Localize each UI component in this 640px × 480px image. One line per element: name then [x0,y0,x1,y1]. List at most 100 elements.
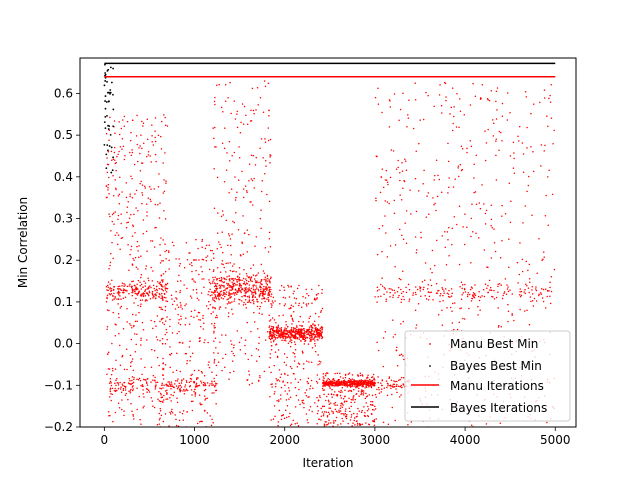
manu-best-min-point [311,410,313,413]
manu-best-min-point [212,252,215,255]
manu-best-min-point [305,303,308,305]
manu-best-min-point [450,106,453,109]
manu-best-min-point [380,391,382,393]
manu-best-min-point [252,284,254,286]
manu-best-min-point [126,211,128,214]
manu-best-min-point [352,396,354,398]
manu-best-min-point [215,314,218,317]
manu-best-min-point [275,326,278,328]
manu-best-min-point [360,380,363,383]
manu-best-min-point [229,295,231,297]
manu-best-min-point [192,289,195,291]
manu-best-min-point [319,363,321,365]
manu-best-min-point [365,384,367,386]
manu-best-min-point [284,327,286,329]
manu-best-min-point [225,334,227,336]
manu-best-min-point [203,375,206,377]
manu-best-min-point [302,321,305,323]
manu-best-min-point [171,298,173,300]
manu-best-min-point [243,301,245,304]
manu-best-min-point [244,303,247,305]
manu-best-min-point [137,304,139,307]
manu-best-min-point [294,333,297,336]
bayes-best-min-point [107,68,110,71]
manu-best-min-point [435,282,438,285]
manu-best-min-point [294,423,296,425]
manu-best-min-point [431,271,433,274]
manu-best-min-point [483,203,485,205]
manu-best-min-point [130,213,132,216]
manu-best-min-point [314,402,316,404]
manu-best-min-point [178,330,180,333]
manu-best-min-point [310,332,313,335]
manu-best-min-point [183,267,186,269]
manu-best-min-point [306,292,308,295]
manu-best-min-point [195,384,197,386]
manu-best-min-point [158,390,160,393]
manu-best-min-point [226,287,228,290]
manu-best-min-point [315,333,318,335]
manu-best-min-point [250,291,253,293]
manu-best-min-point [153,287,156,290]
manu-best-min-point [292,305,294,308]
manu-best-min-point [310,361,313,363]
manu-best-min-point [121,191,123,193]
manu-best-min-point [264,141,267,143]
manu-best-min-point [139,170,142,172]
manu-best-min-point [458,175,460,178]
manu-best-min-point [407,117,410,119]
manu-best-min-point [238,285,241,287]
manu-best-min-point [240,286,242,288]
manu-best-min-point [286,336,289,339]
manu-best-min-point [179,370,182,373]
manu-best-min-point [397,385,400,388]
manu-best-min-point [385,298,388,300]
manu-best-min-point [186,362,188,365]
manu-best-min-point [211,249,213,252]
manu-best-min-point [339,372,341,375]
manu-best-min-point [521,258,524,261]
manu-best-min-point [164,333,166,336]
manu-best-min-point [384,288,387,290]
manu-best-min-point [427,288,429,290]
manu-best-min-point [242,196,245,199]
manu-best-min-point [109,414,111,417]
manu-best-min-point [122,384,124,387]
manu-best-min-point [198,394,201,396]
manu-best-min-point [194,391,197,394]
manu-best-min-point [339,381,341,383]
manu-best-min-point [232,292,235,294]
manu-best-min-point [297,399,300,401]
manu-best-min-point [140,180,142,183]
manu-best-min-point [115,188,117,191]
manu-best-min-point [119,364,122,367]
manu-best-min-point [327,377,329,380]
manu-best-min-point [421,280,424,283]
manu-best-min-point [121,137,124,140]
manu-best-min-point [426,195,428,197]
manu-best-min-point [170,352,173,355]
manu-best-min-point [305,389,308,391]
manu-best-min-point [218,308,221,310]
manu-best-min-point [113,389,116,392]
manu-best-min-point [121,282,124,284]
manu-best-min-point [293,331,295,334]
manu-best-min-point [213,380,216,383]
manu-best-min-point [142,329,145,331]
manu-best-min-point [114,334,117,337]
manu-best-min-point [106,157,108,159]
manu-best-min-point [217,352,219,354]
manu-best-min-point [370,380,373,382]
manu-best-min-point [164,270,167,273]
manu-best-min-point [446,292,449,295]
manu-best-min-point [288,296,291,298]
manu-best-min-point [429,279,432,281]
manu-best-min-point [331,410,333,412]
manu-best-min-point [406,126,408,128]
manu-best-min-point [115,359,117,362]
manu-best-min-point [247,290,249,293]
manu-best-min-point [307,421,309,424]
manu-best-min-point [438,289,440,292]
manu-best-min-point [257,290,260,292]
manu-best-min-point [395,385,397,387]
